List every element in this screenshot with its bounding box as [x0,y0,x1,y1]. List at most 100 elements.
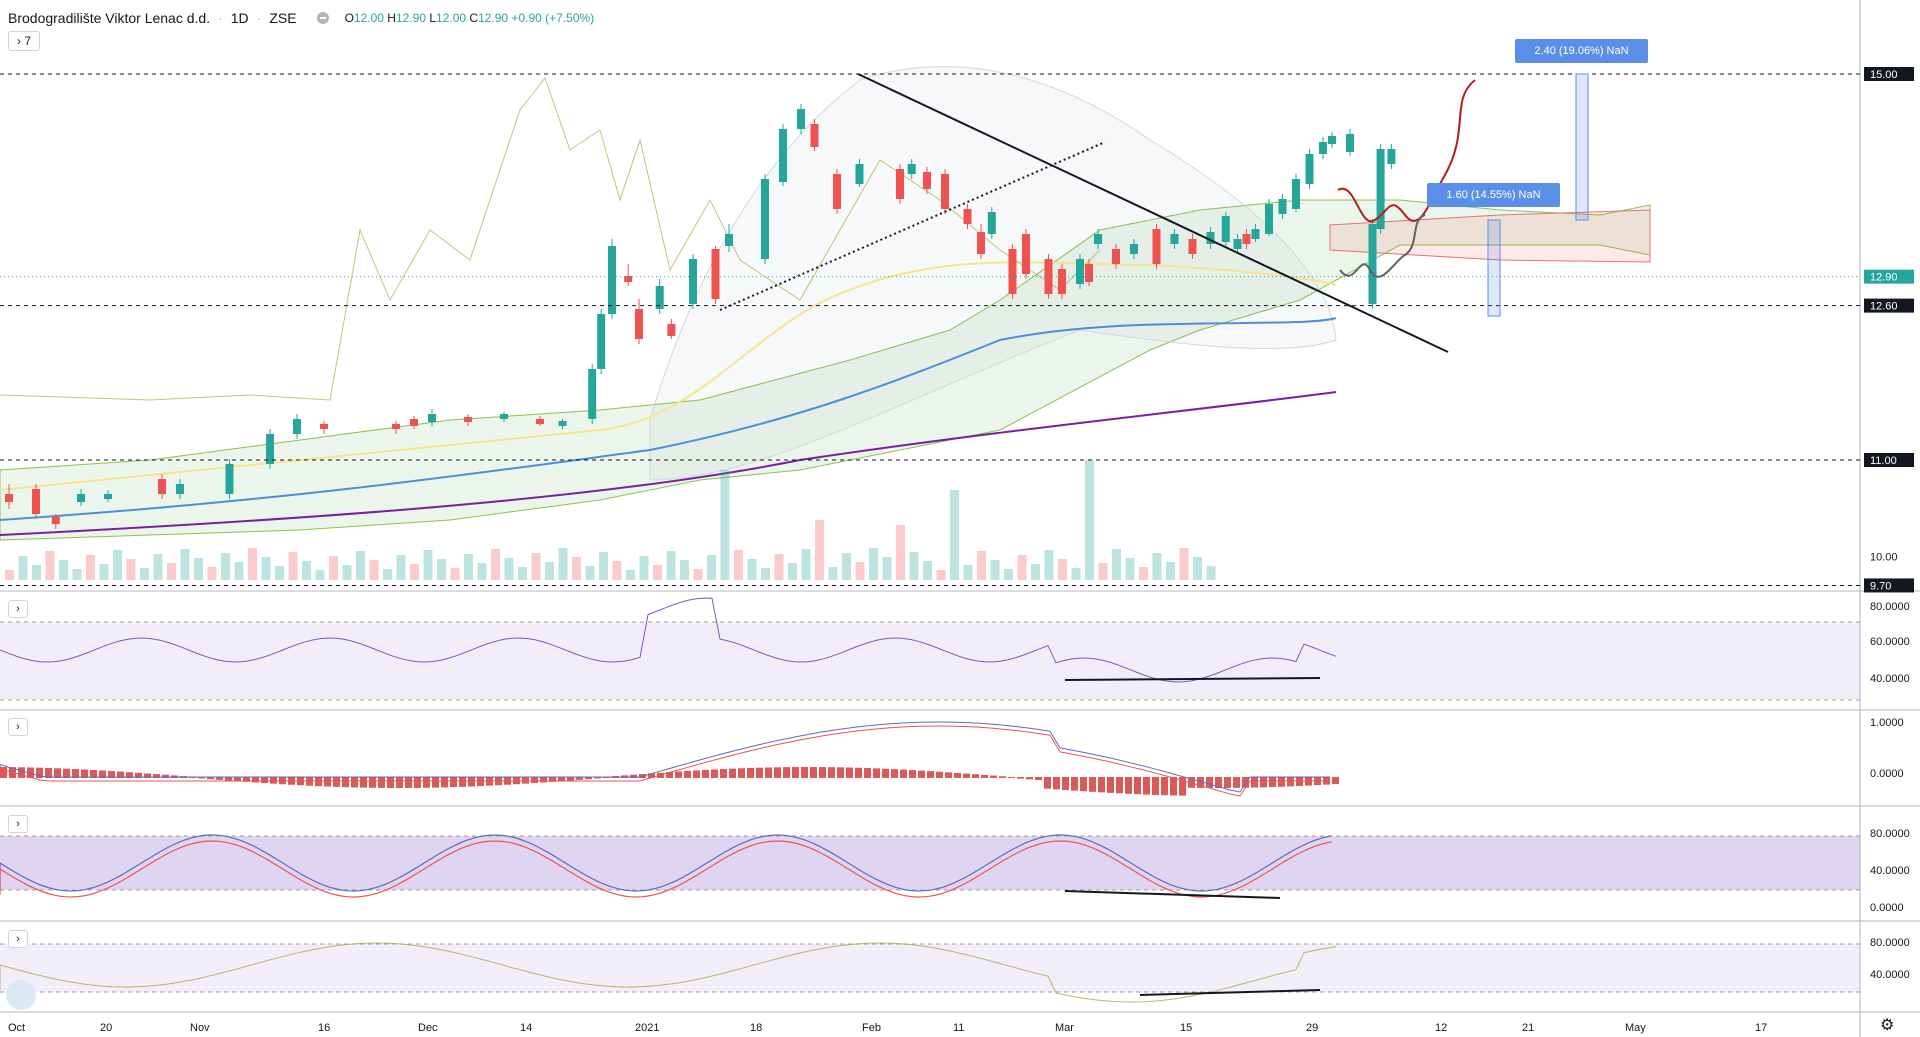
interval-label[interactable]: 1D [230,10,249,26]
tradingview-logo-icon[interactable] [6,980,36,1010]
volume-bar [194,558,203,580]
candle-body [1376,149,1385,229]
time-axis-label: 18 [750,1022,762,1034]
volume-bar [59,560,68,580]
volume-bar [329,556,338,580]
volume-bar [720,470,730,580]
volume-bar [801,549,811,580]
macd-histogram-bar [666,772,673,778]
macd-histogram-bar [909,770,916,778]
stochrsi-pane-toggle[interactable]: › [8,815,28,833]
candle-body [1242,234,1251,244]
volume-bar [896,525,905,580]
macd-histogram-bar [1278,777,1285,787]
price-level-tag [1864,578,1914,593]
candle-body [1206,232,1215,244]
candle-body [320,424,328,429]
volume-bar [410,564,419,580]
candle-body [1112,249,1120,264]
indicators-collapse-button[interactable]: › 7 [8,31,40,51]
volume-bar [1058,559,1067,580]
volume-bar [518,567,527,580]
macd-histogram-bar [225,777,232,781]
candle-body [392,424,400,429]
volume-group [5,460,1216,580]
macd-histogram-bar [360,777,367,788]
candle-body [410,419,418,426]
pane-axis-label: 0.0000 [1870,768,1904,780]
legend-separator: · [256,10,262,26]
macd-histogram-bar [846,767,853,778]
stoch-pane-toggle[interactable]: › [8,930,28,948]
candle-body [176,484,184,494]
macd-histogram-bar [1026,777,1033,780]
price-axis-label: 11.00 [1870,455,1897,467]
macd-histogram-bar [387,777,394,788]
macd-histogram-bar [783,767,790,778]
macd-histogram-bar [576,777,583,780]
volume-bar [450,568,460,580]
candle-body [725,234,733,246]
price-axis-label: 12.90 [1870,272,1898,284]
volume-bar [950,490,959,580]
candle-body [761,179,769,259]
indicator-band [0,622,1860,700]
macd-histogram-bar [891,769,898,778]
macd-histogram-bar [711,769,718,778]
pane-axis-label: 40.0000 [1870,865,1910,877]
high-label: H [387,11,396,25]
volume-bar [1139,567,1148,580]
volume-bar [761,568,770,580]
rsi-pane-toggle[interactable]: › [8,600,28,618]
volume-bar [369,560,379,580]
volume-bar [842,553,851,580]
volume-bar [113,550,122,580]
volume-bar [599,552,608,580]
volume-bar [1071,568,1081,580]
macd-histogram-bar [1089,777,1096,792]
macd-histogram-bar [432,777,439,788]
volume-bar [261,557,271,580]
ema-yellow-line [0,261,1337,491]
macd-histogram-bar [648,773,655,778]
candle-body [667,324,676,336]
gear-icon[interactable]: ⚙ [1880,1017,1895,1034]
volume-bar [1004,569,1013,580]
macd-histogram-bar [18,767,25,778]
macd-histogram-bar [144,773,151,778]
open-value: 12.00 [353,11,384,25]
volume-bar [275,566,284,580]
candle-body [1022,234,1030,274]
close-value: 12.90 [478,11,509,25]
macd-histogram-bar [198,777,205,779]
price-level-tag [1864,453,1914,467]
candle-body [655,286,664,309]
volume-bar [5,570,14,580]
volume-bar [153,554,163,580]
downtrend-line [857,73,1449,353]
macd-signal-line [0,725,1330,797]
volume-bar [32,565,41,580]
measure-label-lower[interactable]: 1.60 (14.55%) NaN [1427,183,1560,207]
measure-label-upper[interactable]: 2.40 (19.06%) NaN [1515,39,1648,63]
macd-histogram-bar [1152,777,1159,795]
macd-histogram-bar [918,770,925,778]
pane-axis-label: 0.0000 [1870,902,1904,914]
macd-histogram-bar [351,777,358,788]
price-axis-label: 10.00 [1870,552,1898,564]
volume-bar [693,569,703,580]
macd-histogram-bar [522,777,529,784]
candle-body [588,369,597,419]
macd-pane-toggle[interactable]: › [8,718,28,736]
candle-body [1233,239,1242,249]
macd-histogram-bar [729,768,736,778]
time-axis-label: 17 [1755,1022,1767,1034]
time-axis-label: 21 [1522,1022,1534,1034]
macd-histogram-bar [54,768,61,778]
visibility-toggle-icon[interactable] [316,12,329,24]
macd-histogram-bar [1179,777,1186,796]
symbol-name[interactable]: Brodogradilište Viktor Lenac d.d. [8,10,211,26]
candle-body [1278,199,1287,214]
macd-histogram-bar [855,767,862,778]
